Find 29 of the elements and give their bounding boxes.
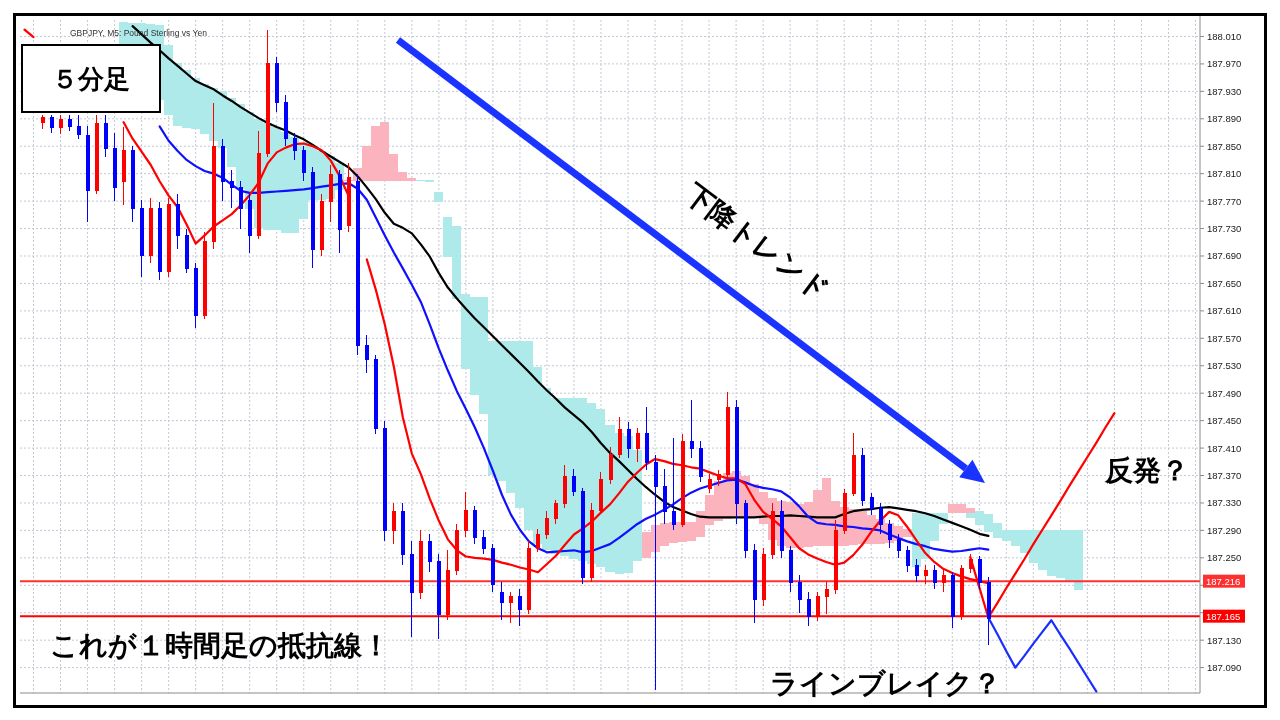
- y-tick-label: 187.810: [1207, 168, 1242, 180]
- y-tick-label: 187.650: [1207, 277, 1242, 289]
- annotation: ５分足: [52, 64, 130, 94]
- y-tick-label: 187.730: [1207, 223, 1242, 235]
- y-tick-label: 187.690: [1207, 250, 1242, 262]
- y-tick-label: 187.330: [1207, 497, 1242, 509]
- y-tick-label: 187.410: [1207, 442, 1242, 454]
- annotation: 下降トレンド: [678, 177, 836, 307]
- y-tick-label: 187.570: [1207, 332, 1242, 344]
- y-tick-label: 187.770: [1207, 195, 1242, 207]
- y-tick-label: 187.090: [1207, 662, 1242, 674]
- y-tick-label: 188.010: [1207, 30, 1242, 42]
- y-tick-label: 187.490: [1207, 387, 1242, 399]
- y-tick-label: 187.290: [1207, 524, 1242, 536]
- y-tick-label: 187.930: [1207, 85, 1242, 97]
- y-tick-label: 187.890: [1207, 113, 1242, 125]
- y-tick-label: 187.370: [1207, 470, 1242, 482]
- y-tick-label: 187.850: [1207, 140, 1242, 152]
- y-tick-label: 187.970: [1207, 58, 1242, 70]
- y-tick-label: 187.450: [1207, 415, 1242, 427]
- ref-line-label: 187.216: [1206, 575, 1241, 587]
- ref-line-label: 187.165: [1206, 610, 1241, 622]
- y-tick-label: 187.530: [1207, 360, 1242, 372]
- y-tick-label: 187.610: [1207, 305, 1242, 317]
- y-tick-label: 187.130: [1207, 634, 1242, 646]
- annotation: これが１時間足の抵抗線！: [50, 628, 390, 662]
- annotation: 反発？: [1105, 453, 1189, 487]
- y-tick-label: 187.250: [1207, 552, 1242, 564]
- annotation: ラインブレイク？: [770, 666, 1001, 700]
